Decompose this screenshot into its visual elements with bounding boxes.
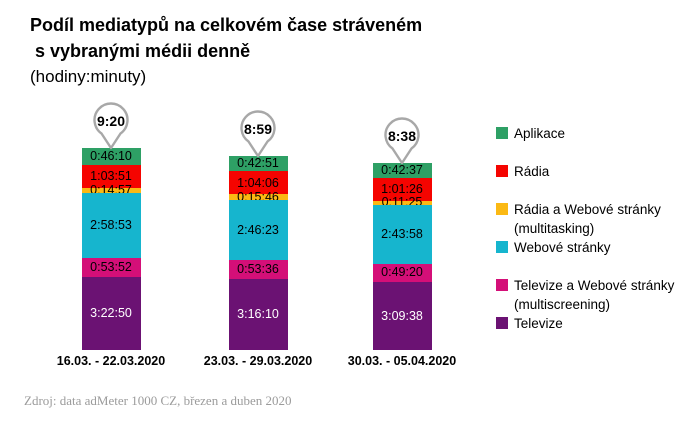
legend-label: Webové stránky xyxy=(514,240,611,255)
legend-label: Aplikace xyxy=(514,126,566,141)
bar-segment: 0:15:46 xyxy=(228,191,288,203)
legend-group: Rádia a Webové stránky (multitasking) Web… xyxy=(496,200,700,257)
bubble-pin-icon xyxy=(240,110,276,157)
stacked-bar: 0:42:37 1:01:26 0:11:25 2:43:58 0:49:20 3:09:… xyxy=(372,163,432,350)
legend-item: Rádia a Webové stránky (multitasking) xyxy=(496,200,700,238)
total-bubble: 8:38 xyxy=(380,116,424,166)
legend-label: Rádia xyxy=(514,164,550,179)
bubble-pin-icon xyxy=(384,117,420,165)
chart-subtitle: (hodiny:minuty) xyxy=(30,67,147,86)
bar-segment: 2:58:53 xyxy=(81,193,141,258)
legend-group: Aplikace xyxy=(496,124,700,143)
legend-item: Televize a Webové stránky (multiscreenin… xyxy=(496,276,700,314)
legend-label: Rádia a Webové stránky (multitasking) xyxy=(514,202,661,236)
legend-swatch-icon xyxy=(496,165,508,177)
bar-segment: 1:04:06 xyxy=(228,171,288,195)
bar-segment: 0:42:51 xyxy=(228,155,288,172)
legend-swatch-icon xyxy=(496,127,508,139)
bar-segment: 2:43:58 xyxy=(372,204,432,264)
total-label: 9:20 xyxy=(96,113,126,130)
bar-group: 9:20 0:46:10 1:03:51 0:14:57 2:58:53 0:53:52 3… xyxy=(81,101,141,350)
total-bubble: 9:20 xyxy=(89,101,133,151)
category-label: 23.03. - 29.03.2020 xyxy=(203,354,313,368)
legend-label: Televize a Webové stránky (multiscreenin… xyxy=(514,278,675,312)
bar-segment: 3:22:50 xyxy=(81,276,141,350)
bar-segment: 0:46:10 xyxy=(81,148,141,165)
bar-segment: 0:53:36 xyxy=(228,260,288,280)
source-note: Zdroj: data adMeter 1000 CZ, březen a du… xyxy=(24,393,292,408)
bubble-pin-icon xyxy=(93,102,129,150)
bar-group: 8:59 0:42:51 1:04:06 0:15:46 2:46:23 0:53:36 3… xyxy=(228,109,288,350)
total-label: 8:38 xyxy=(387,128,417,145)
stacked-bar: 0:46:10 1:03:51 0:14:57 2:58:53 0:53:52 3:22:… xyxy=(81,148,141,350)
category-label: 16.03. - 22.03.2020 xyxy=(56,354,166,368)
legend-item: Aplikace xyxy=(496,124,700,143)
legend-item: Webové stránky xyxy=(496,238,700,257)
bar-segment: 0:49:20 xyxy=(372,263,432,282)
total-label: 8:59 xyxy=(243,120,273,137)
chart-title-line-1: Podíl mediatypů na celkovém čase stráven… xyxy=(30,15,423,35)
legend-label: Televize xyxy=(514,316,563,331)
bar-segment: 3:16:10 xyxy=(228,279,288,350)
bar-segment: 0:53:52 xyxy=(81,257,141,277)
total-bubble: 8:59 xyxy=(236,109,280,159)
legend-swatch-icon xyxy=(496,203,508,215)
legend: Aplikace Rádia Rádia a Webové stránky (mul… xyxy=(496,124,700,333)
legend-item: Rádia xyxy=(496,162,700,181)
legend-swatch-icon xyxy=(496,317,508,329)
stacked-bar: 0:42:51 1:04:06 0:15:46 2:46:23 0:53:36 3:16:… xyxy=(228,155,288,350)
title-block: Podíl mediatypů na celkovém čase stráven… xyxy=(30,12,422,90)
legend-group: Televize a Webové stránky (multiscreenin… xyxy=(496,276,700,333)
bar-segment: 3:09:38 xyxy=(372,281,432,350)
legend-group: Rádia xyxy=(496,162,700,181)
category-label: 30.03. - 05.04.2020 xyxy=(347,354,457,368)
legend-item: Televize xyxy=(496,314,700,333)
bar-segment: 0:42:37 xyxy=(372,163,432,179)
bar-group: 8:38 0:42:37 1:01:26 0:11:25 2:43:58 0:49:20 3… xyxy=(372,116,432,350)
chart-title-line-2: s vybranými médii denně xyxy=(30,41,251,61)
legend-swatch-icon xyxy=(496,279,508,291)
bar-segment: 1:03:51 xyxy=(81,164,141,188)
legend-swatch-icon xyxy=(496,241,508,253)
bar-segment: 1:01:26 xyxy=(372,178,432,201)
bar-segment: 2:46:23 xyxy=(228,200,288,261)
